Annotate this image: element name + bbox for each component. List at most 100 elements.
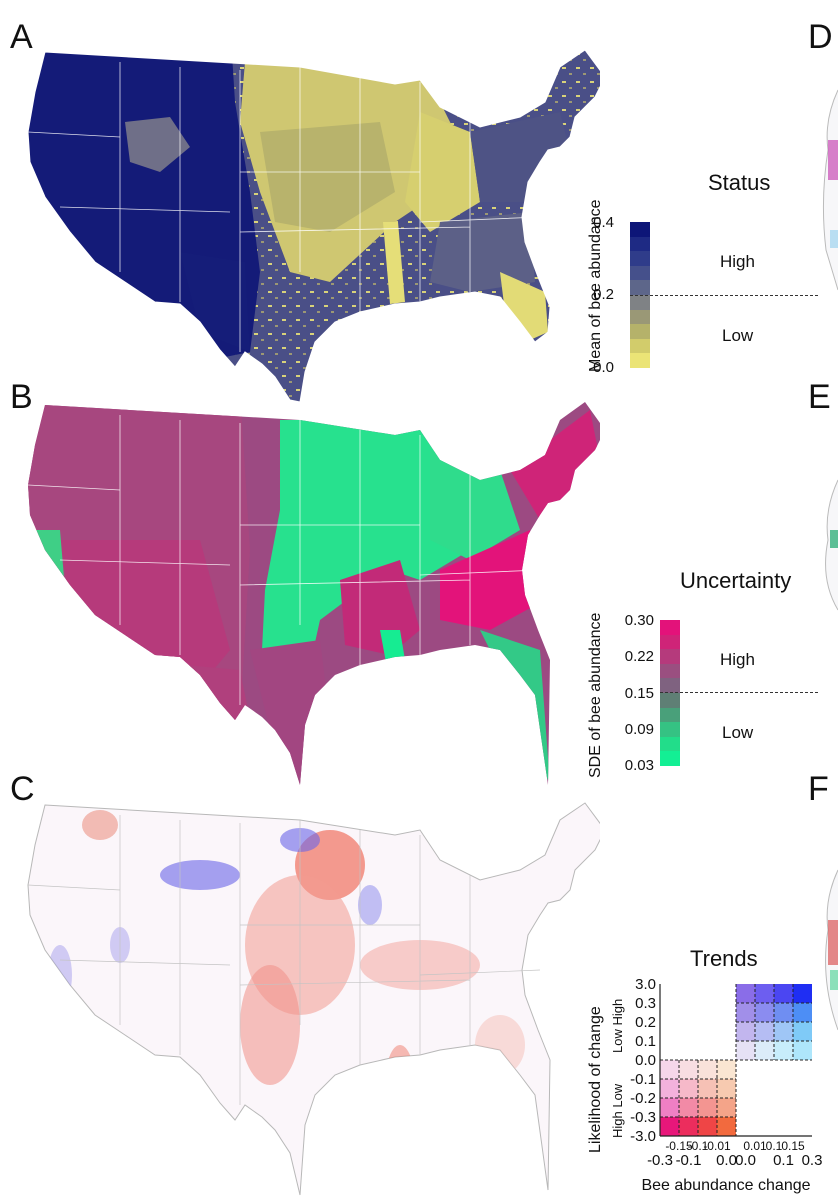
legend-a-color-ramp xyxy=(630,222,650,368)
legend-b-swatch-3 xyxy=(660,663,680,679)
bivariate-increase-cell-0-1 xyxy=(755,984,774,1003)
legend-b-swatch-9 xyxy=(660,751,680,766)
bivariate-x-tick-bottom-1: -0.1 xyxy=(676,1152,702,1169)
map-d-edge xyxy=(822,89,838,291)
bivariate-increase-cell-2-2 xyxy=(774,1022,793,1041)
bivariate-decrease-cell-2-1 xyxy=(679,1098,698,1117)
bivariate-x-tick-top-0: -0.15 xyxy=(665,1139,693,1153)
panel-letter-b: B xyxy=(10,378,33,416)
legend-a-swatch-3 xyxy=(630,265,650,281)
bivariate-decrease-cell-2-0 xyxy=(660,1098,679,1117)
bivariate-y-tick-3: 0.1 xyxy=(635,1033,656,1050)
bivariate-decrease-cell-3-2 xyxy=(698,1117,717,1136)
legend-b-swatch-6 xyxy=(660,707,680,723)
bivariate-increase-cell-0-3 xyxy=(793,984,812,1003)
legend-a-swatch-8 xyxy=(630,338,650,354)
map-b-uncertainty xyxy=(27,402,600,785)
legend-a-title: Status xyxy=(708,170,771,195)
bivariate-increase-cell-0-2 xyxy=(774,984,793,1003)
bivariate-y-tick-1: 0.3 xyxy=(635,995,656,1012)
bivariate-y-tick-0: 3.0 xyxy=(635,978,656,993)
legend-b-high-label: High xyxy=(720,650,755,669)
legend-b-swatch-7 xyxy=(660,722,680,737)
bivariate-increase-cell-3-0 xyxy=(736,1041,755,1060)
bivariate-x-tick-bottom-2: 0.0 xyxy=(716,1152,737,1169)
bivariate-decrease-cell-0-2 xyxy=(698,1060,717,1079)
bivariate-decrease-cell-1-2 xyxy=(698,1079,717,1098)
panel-letter-a: A xyxy=(10,18,33,56)
bivariate-decrease-cell-0-0 xyxy=(660,1060,679,1079)
panel-letter-f: F xyxy=(808,770,829,808)
legend-b-swatch-0 xyxy=(660,620,680,635)
bivariate-decrease-cell-0-1 xyxy=(679,1060,698,1079)
bivariate-increase-cell-0-0 xyxy=(736,984,755,1003)
legend-a-threshold-line xyxy=(630,295,818,296)
bivariate-decrease-cell-1-0 xyxy=(660,1079,679,1098)
legend-b-swatch-4 xyxy=(660,678,680,693)
legend-b-tick-0: 0.30 xyxy=(624,612,654,629)
legend-a-tick-0-4: 0.4 xyxy=(593,214,614,231)
bivariate-increase-cell-3-3 xyxy=(793,1041,812,1060)
legend-c-y-axis-title: Likelihood of change xyxy=(587,1006,604,1153)
panel-letter-d: D xyxy=(808,18,833,56)
bivariate-y-tick-6: -0.2 xyxy=(630,1090,656,1107)
map-a-status xyxy=(27,49,600,403)
map-c-trends xyxy=(27,802,600,1196)
legend-a-tick-0-2: 0.2 xyxy=(593,286,614,303)
bivariate-increase-cell-3-1 xyxy=(755,1041,774,1060)
bivariate-decrease-cell-0-3 xyxy=(717,1060,736,1079)
map-e-edge xyxy=(825,479,838,611)
bivariate-x-tick-top-3: 0.01 xyxy=(743,1139,767,1153)
bivariate-x-tick-top-5: 0.15 xyxy=(781,1139,805,1153)
legend-c-title: Trends xyxy=(690,946,758,971)
legend-b-title: Uncertainty xyxy=(680,568,792,593)
legend-b-color-ramp xyxy=(660,620,680,766)
legend-a-swatch-1 xyxy=(630,236,650,252)
bivariate-x-tick-top-4: 0.1 xyxy=(766,1139,783,1153)
bivariate-x-tick-bottom-5: 0.3 xyxy=(802,1152,823,1169)
legend-c-y-sub-label-top: Low High xyxy=(610,999,625,1053)
map-f-edge xyxy=(825,869,838,1031)
legend-c-x-axis-title: Bee abundance change xyxy=(641,1177,810,1194)
bivariate-decrease-cell-1-1 xyxy=(679,1079,698,1098)
legend-a-high-label: High xyxy=(720,252,755,271)
bivariate-increase-cell-1-3 xyxy=(793,1003,812,1022)
bivariate-y-tick-5: -0.1 xyxy=(630,1071,656,1088)
legend-b-tick-1: 0.22 xyxy=(624,648,654,665)
bivariate-x-tick-top-2: -0.01 xyxy=(703,1139,731,1153)
bivariate-increase-cell-1-2 xyxy=(774,1003,793,1022)
legend-a-swatch-6 xyxy=(630,309,650,325)
legend-b-swatch-8 xyxy=(660,736,680,752)
bivariate-x-tick-bottom-4: 0.1 xyxy=(773,1152,794,1169)
bivariate-increase-cell-1-1 xyxy=(755,1003,774,1022)
legend-a-swatch-0 xyxy=(630,222,650,237)
bivariate-y-tick-2: 0.2 xyxy=(635,1014,656,1031)
bivariate-decrease-cell-3-1 xyxy=(679,1117,698,1136)
bivariate-decrease-cell-3-0 xyxy=(660,1117,679,1136)
panel-letter-e: E xyxy=(808,378,831,416)
legend-a-swatch-2 xyxy=(630,251,650,266)
bivariate-decrease-cell-3-3 xyxy=(717,1117,736,1136)
bivariate-y-tick-7: -0.3 xyxy=(630,1109,656,1126)
legend-a-swatch-5 xyxy=(630,294,650,310)
legend-b-swatch-1 xyxy=(660,634,680,650)
bivariate-y-tick-8: -3.0 xyxy=(630,1128,656,1145)
bivariate-decrease-cell-1-3 xyxy=(717,1079,736,1098)
bivariate-y-tick-4: 0.0 xyxy=(635,1052,656,1069)
legend-a-swatch-9 xyxy=(630,353,650,368)
legend-b-swatch-5 xyxy=(660,692,680,708)
legend-b-tick-3: 0.09 xyxy=(624,721,654,738)
bivariate-decrease-cell-2-3 xyxy=(717,1098,736,1117)
bivariate-decrease-cell-2-2 xyxy=(698,1098,717,1117)
legend-c-bivariate: Likelihood of change Low High High Low 3… xyxy=(587,978,823,1194)
legend-b-tick-2: 0.15 xyxy=(624,685,654,702)
bivariate-increase-cell-3-2 xyxy=(774,1041,793,1060)
legend-b-swatch-2 xyxy=(660,649,680,664)
legend-b-threshold-line xyxy=(660,692,818,693)
bivariate-increase-cell-2-1 xyxy=(755,1022,774,1041)
legend-b-tick-4: 0.03 xyxy=(624,757,654,774)
bivariate-x-tick-bottom-0: -0.3 xyxy=(647,1152,673,1169)
legend-a-swatch-4 xyxy=(630,280,650,295)
legend-a-tick-0-0: 0.0 xyxy=(593,359,614,376)
bivariate-increase-cell-2-3 xyxy=(793,1022,812,1041)
